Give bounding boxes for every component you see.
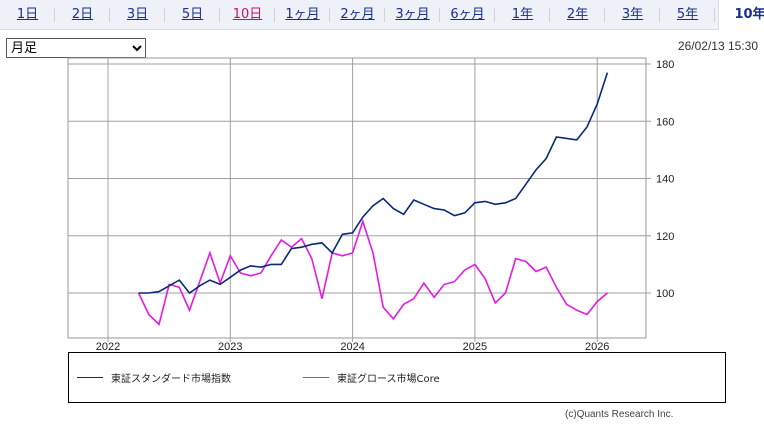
y-tick-label: 160 (656, 116, 674, 128)
tab-13[interactable]: 10年 (718, 0, 764, 30)
legend-label: 東証グロース市場Core (337, 374, 440, 385)
tab-10[interactable]: 2年 (550, 0, 605, 29)
legend-label: 東証スタンダード市場指数 (111, 374, 231, 385)
y-tick-label: 180 (656, 59, 674, 71)
legend-item-growth: 東証グロース市場Core (303, 370, 440, 385)
legend: 東証スタンダード市場指数 東証グロース市場Core (68, 352, 726, 403)
tab-5[interactable]: 1ヶ月 (275, 0, 330, 29)
tab-1[interactable]: 2日 (55, 0, 110, 29)
y-tick-label: 100 (656, 288, 674, 300)
x-tick-label: 2022 (96, 341, 120, 353)
tab-4[interactable]: 10日 (220, 0, 275, 29)
tab-8[interactable]: 6ヶ月 (440, 0, 495, 29)
period-tabs: 1日 2日 3日 5日 10日 1ヶ月 2ヶ月 3ヶ月 6ヶ月 1年 2年 3年 5年 10年 (0, 0, 764, 30)
legend-swatch (77, 377, 103, 378)
x-tick-label: 2026 (585, 341, 609, 353)
x-tick-label: 2025 (463, 341, 487, 353)
series-line-0 (138, 72, 609, 295)
series-line-1 (137, 218, 608, 327)
tab-3[interactable]: 5日 (165, 0, 220, 29)
legend-swatch (303, 377, 329, 378)
y-tick-label: 140 (656, 174, 674, 186)
period-select[interactable]: 月足 (6, 38, 146, 58)
tab-0[interactable]: 1日 (0, 0, 55, 29)
tab-11[interactable]: 3年 (605, 0, 660, 29)
timestamp: 26/02/13 15:30 (677, 39, 758, 53)
tab-12[interactable]: 5年 (660, 0, 715, 29)
plot-area (67, 57, 647, 339)
tab-2[interactable]: 3日 (110, 0, 165, 29)
y-tick-label: 120 (656, 231, 674, 243)
tab-7[interactable]: 3ヶ月 (385, 0, 440, 29)
x-tick-label: 2023 (218, 341, 242, 353)
legend-item-standard: 東証スタンダード市場指数 (77, 370, 231, 385)
tab-9[interactable]: 1年 (495, 0, 550, 29)
x-tick-label: 2024 (340, 341, 364, 353)
tab-6[interactable]: 2ヶ月 (330, 0, 385, 29)
copyright: (c)Quants Research Inc. (565, 409, 674, 420)
